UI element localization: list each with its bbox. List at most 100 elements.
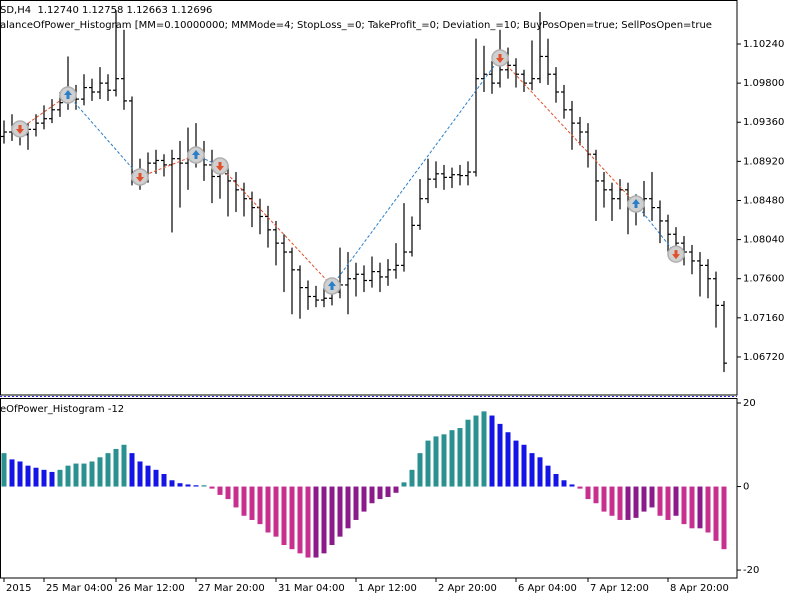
trade-line <box>635 203 677 255</box>
y-tick-label: 1.07600 <box>743 274 784 285</box>
y-tick-label: 1.08480 <box>743 195 784 206</box>
histogram-bar <box>57 469 63 487</box>
histogram-bar <box>33 467 39 487</box>
main-frame <box>0 0 738 396</box>
histogram-bar <box>393 486 399 493</box>
histogram-bar <box>569 484 575 487</box>
histogram-bar <box>1 453 7 487</box>
histogram-bar <box>561 480 567 487</box>
signal-arrow <box>64 90 72 100</box>
histogram-bar <box>257 486 263 525</box>
histogram-bar <box>273 486 279 537</box>
histogram-bar <box>169 480 175 487</box>
histogram-bar <box>369 486 375 504</box>
histogram-bar <box>313 486 319 558</box>
y-tick-label: 1.08920 <box>743 156 784 167</box>
histogram-bar <box>489 415 495 487</box>
histogram-bar <box>217 486 223 495</box>
trade-line <box>331 57 501 287</box>
histogram-bar <box>457 428 463 487</box>
histogram-bar <box>345 486 351 529</box>
histogram-bar <box>305 486 311 558</box>
histogram-bar <box>353 486 359 520</box>
histogram-bar <box>441 434 447 487</box>
histogram-bar <box>113 448 119 487</box>
signal-arrow <box>672 250 680 260</box>
histogram-bar <box>241 486 247 516</box>
histogram-bar <box>17 461 23 487</box>
signal-arrow <box>136 173 144 183</box>
histogram-bar <box>681 486 687 525</box>
histogram-bar <box>537 457 543 487</box>
histogram-bar <box>449 430 455 487</box>
histogram-bar <box>545 465 551 487</box>
histogram-bar <box>697 486 703 529</box>
histogram-bar <box>657 486 663 516</box>
histogram-bar <box>329 486 335 546</box>
histogram-bar <box>465 419 471 487</box>
histogram-bar <box>145 465 151 487</box>
histogram-bar <box>281 486 287 546</box>
sub-plot: eOfPower_Histogram -12 <box>0 404 727 558</box>
histogram-bar <box>289 486 295 550</box>
histogram-bar <box>377 486 383 500</box>
axes: 1.10240 1.09800 1.09360 1.08920 1.08480 1.080… <box>3 39 784 594</box>
x-tick-label: 6 Apr 04:00 <box>518 583 577 594</box>
signal-arrow <box>216 161 224 171</box>
histogram-bar <box>201 485 207 487</box>
histogram-bar <box>9 459 15 487</box>
y-tick-label: 1.06720 <box>743 352 784 363</box>
histogram-bar <box>361 486 367 512</box>
trade-line <box>67 94 141 178</box>
histogram-bar <box>633 486 639 518</box>
y-tick-label: 1.10240 <box>743 39 784 50</box>
sub-frame <box>0 398 738 579</box>
histogram-bar <box>249 486 255 520</box>
y-tick-label: -20 <box>743 565 759 576</box>
histogram-bar <box>209 486 215 489</box>
histogram-bar <box>617 486 623 520</box>
histogram-bar <box>121 444 127 487</box>
y-tick-label: 0 <box>743 482 749 493</box>
signal-arrow <box>632 199 640 209</box>
histogram-bar <box>553 474 559 487</box>
histogram-bar <box>577 486 583 489</box>
histogram-bar <box>473 415 479 487</box>
histogram-bar <box>81 463 87 487</box>
histogram-bar <box>409 469 415 487</box>
histogram-bar <box>505 432 511 487</box>
signal-arrow <box>328 281 336 291</box>
y-tick-label: 1.09800 <box>743 78 784 89</box>
histogram-bar <box>593 486 599 504</box>
trade-line <box>139 154 197 178</box>
histogram-bar <box>321 486 327 554</box>
histogram-bar <box>193 485 199 487</box>
histogram-bar <box>673 486 679 516</box>
histogram-bar <box>609 486 615 516</box>
x-tick-label: 2015 <box>6 583 31 594</box>
histogram-bar <box>385 486 391 497</box>
histogram-bar <box>433 436 439 487</box>
histogram-bar <box>137 461 143 487</box>
histogram-bar <box>585 486 591 500</box>
histogram-bar <box>417 453 423 487</box>
histogram-bar <box>153 469 159 487</box>
y-tick-label: 1.08040 <box>743 235 784 246</box>
histogram-bar <box>713 486 719 541</box>
chart-title: SD,H4 1.12740 1.12758 1.12663 1.12696 <box>0 5 212 16</box>
x-tick-label: 8 Apr 20:00 <box>670 583 729 594</box>
x-tick-label: 31 Mar 04:00 <box>278 583 345 594</box>
histogram-bar <box>177 483 183 487</box>
histogram-bar <box>161 474 167 487</box>
histogram-bar <box>41 469 47 487</box>
histogram-bar <box>425 440 431 487</box>
histogram-bar <box>641 486 647 512</box>
histogram-bar <box>225 486 231 500</box>
histogram-bar <box>49 471 55 487</box>
x-tick-label: 2 Apr 20:00 <box>438 583 497 594</box>
histogram-bar <box>481 411 487 487</box>
histogram-bar <box>129 453 135 487</box>
trade-line <box>219 165 333 287</box>
signal-arrow <box>192 150 200 160</box>
